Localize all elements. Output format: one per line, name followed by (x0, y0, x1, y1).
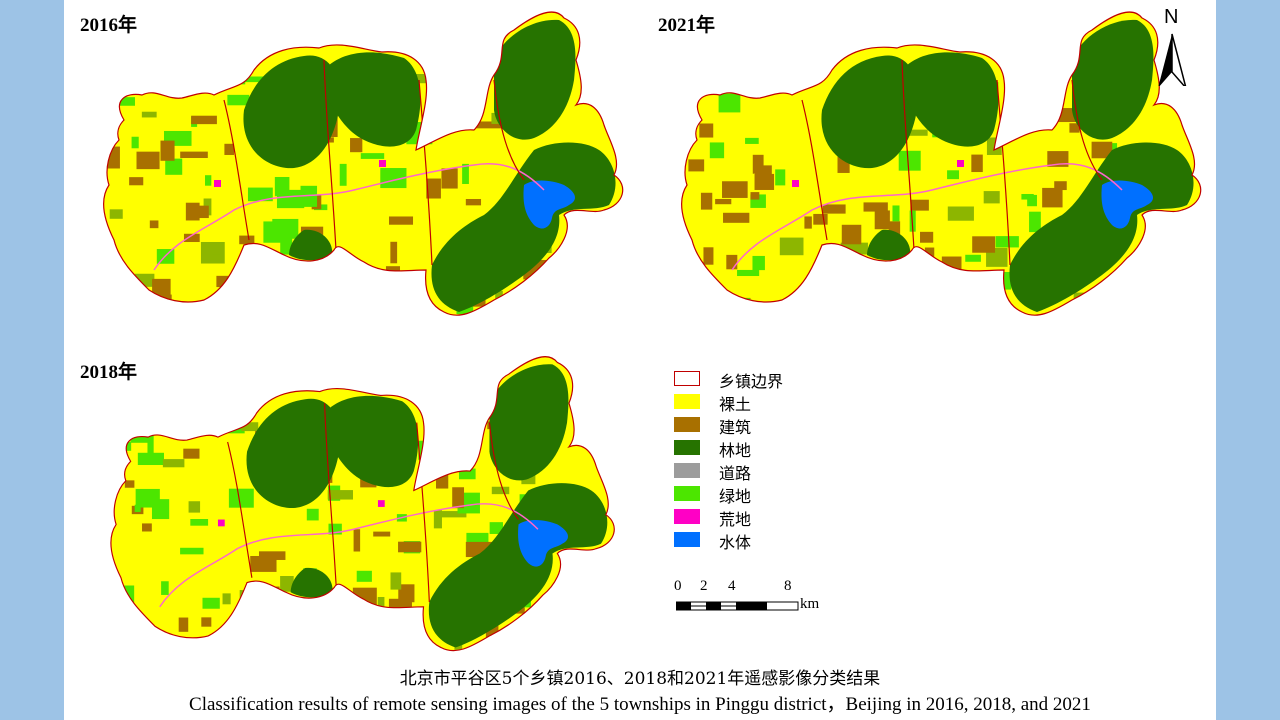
year-label-2021: 2021年 (658, 15, 716, 36)
legend-label: 道路 (719, 464, 752, 483)
scale-unit: km (800, 596, 820, 612)
scale-bar: 0 2 4 8 km (674, 578, 834, 618)
north-arrow-icon (1158, 33, 1187, 86)
year-label-2016: 2016年 (80, 15, 138, 36)
classification-map-2016 (102, 11, 624, 316)
north-letter: N (1164, 6, 1179, 28)
legend-item-green: 绿地 (674, 483, 874, 506)
legend-item-water: 水体 (674, 529, 874, 552)
forest-swatch (674, 440, 700, 455)
scale-tick-8: 8 (784, 578, 792, 594)
legend-label: 林地 (719, 441, 752, 460)
caption-chinese: 北京市平谷区5个乡镇2016、2018和2021年遥感影像分类结果 (399, 669, 881, 689)
legend-item-wasteland: 荒地 (674, 506, 874, 529)
north-arrow: N (1154, 6, 1194, 86)
map-legend: 乡镇边界 裸土 建筑 林地 道路 绿地 荒地 水体 (674, 368, 874, 552)
classification-map-2021 (680, 11, 1202, 316)
legend-label: 绿地 (719, 487, 752, 506)
scale-tick-0: 0 (674, 578, 682, 594)
road-swatch (674, 463, 700, 478)
legend-item-forest: 林地 (674, 437, 874, 460)
bare-soil-swatch (674, 394, 700, 409)
building-swatch (674, 417, 700, 432)
caption-english: Classification results of remote sensing… (189, 694, 1091, 715)
water-swatch (674, 532, 700, 547)
legend-label: 裸土 (719, 395, 752, 414)
legend-item-bare-soil: 裸土 (674, 391, 874, 414)
legend-label: 乡镇边界 (719, 372, 784, 391)
legend-label: 荒地 (719, 510, 752, 529)
green-swatch (674, 486, 700, 501)
boundary-swatch (674, 371, 700, 386)
scale-tick-2: 2 (700, 578, 708, 594)
year-label-2018: 2018年 (80, 362, 138, 383)
slide: 2016年 2021年 2018年 N 乡镇边界 裸土 建筑 (64, 0, 1216, 720)
legend-label: 建筑 (719, 418, 752, 437)
map-panel-2021: 2021年 (642, 0, 1202, 330)
legend-item-building: 建筑 (674, 414, 874, 437)
legend-label: 水体 (719, 533, 752, 552)
wasteland-swatch (674, 509, 700, 524)
classification-map-2018 (110, 356, 615, 652)
map-panel-2016: 2016年 (64, 0, 624, 330)
legend-item-boundary: 乡镇边界 (674, 368, 874, 391)
scale-bar-graphic (676, 601, 799, 611)
map-panel-2018: 2018年 (64, 345, 624, 665)
scale-tick-4: 4 (728, 578, 736, 594)
legend-item-road: 道路 (674, 460, 874, 483)
